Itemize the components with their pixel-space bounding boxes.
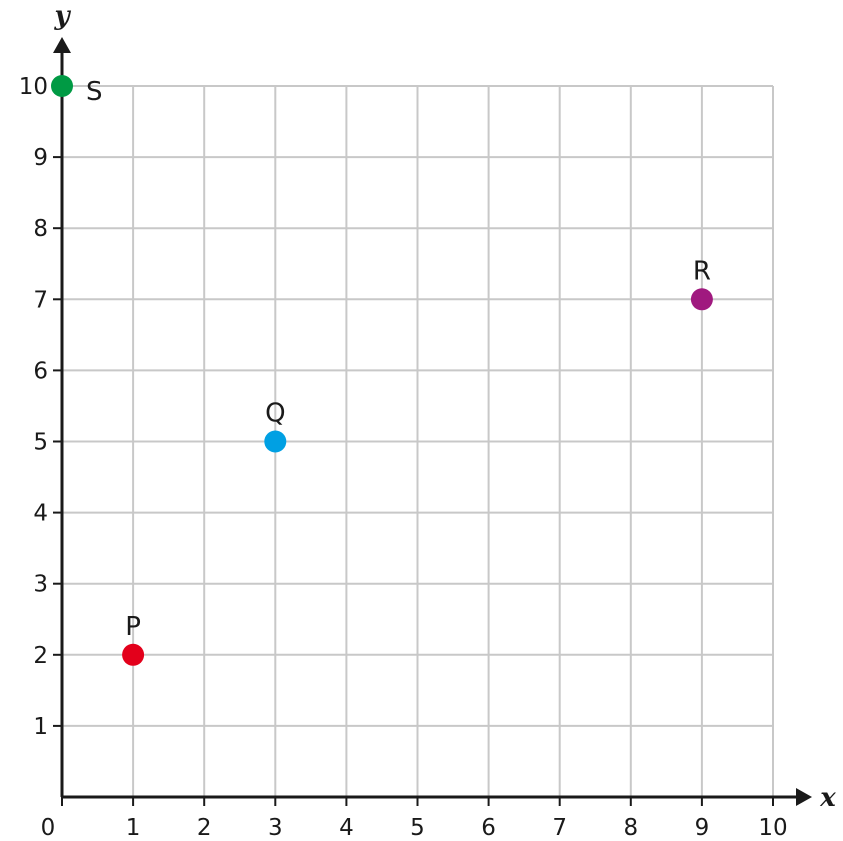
ticks: 1 2 3 4 5 6 7 8 9 10 1 2 3 4 5 6 7 8 9 10 bbox=[19, 74, 788, 841]
x-tick-label: 2 bbox=[197, 815, 212, 841]
y-tick-label: 10 bbox=[19, 74, 48, 100]
x-tick-label: 10 bbox=[758, 815, 787, 841]
x-tick-label: 6 bbox=[481, 815, 496, 841]
point-label-r: R bbox=[693, 256, 711, 286]
y-tick-label: 3 bbox=[33, 572, 48, 598]
y-tick-label: 8 bbox=[33, 216, 48, 242]
x-tick-label: 3 bbox=[268, 815, 283, 841]
point-p bbox=[122, 643, 145, 666]
point-r bbox=[690, 288, 713, 311]
x-axis-label: x bbox=[819, 783, 836, 813]
y-tick-label: 1 bbox=[33, 714, 48, 740]
x-tick-label: 9 bbox=[695, 815, 710, 841]
points: P Q R S bbox=[51, 75, 713, 666]
x-tick-label: 1 bbox=[126, 815, 141, 841]
y-tick-label: 2 bbox=[33, 643, 48, 669]
point-label-q: Q bbox=[265, 399, 285, 429]
point-q bbox=[264, 430, 287, 453]
origin-label: 0 bbox=[41, 815, 56, 841]
point-label-s: S bbox=[86, 77, 103, 107]
grid bbox=[62, 85, 774, 797]
y-tick-label: 7 bbox=[33, 287, 48, 313]
y-tick-label: 4 bbox=[33, 501, 48, 527]
y-tick-label: 5 bbox=[33, 430, 48, 456]
x-tick-label: 8 bbox=[623, 815, 638, 841]
x-tick-label: 5 bbox=[410, 815, 425, 841]
x-axis-arrow bbox=[796, 788, 812, 806]
y-axis-label: y bbox=[53, 1, 71, 31]
x-tick-label: 4 bbox=[339, 815, 354, 841]
axes: x y 0 bbox=[41, 1, 837, 841]
y-axis-arrow bbox=[53, 37, 71, 53]
x-tick-label: 7 bbox=[552, 815, 567, 841]
y-tick-label: 6 bbox=[33, 358, 48, 384]
point-s bbox=[51, 75, 73, 97]
y-tick-label: 9 bbox=[33, 145, 48, 171]
point-label-p: P bbox=[125, 612, 141, 642]
